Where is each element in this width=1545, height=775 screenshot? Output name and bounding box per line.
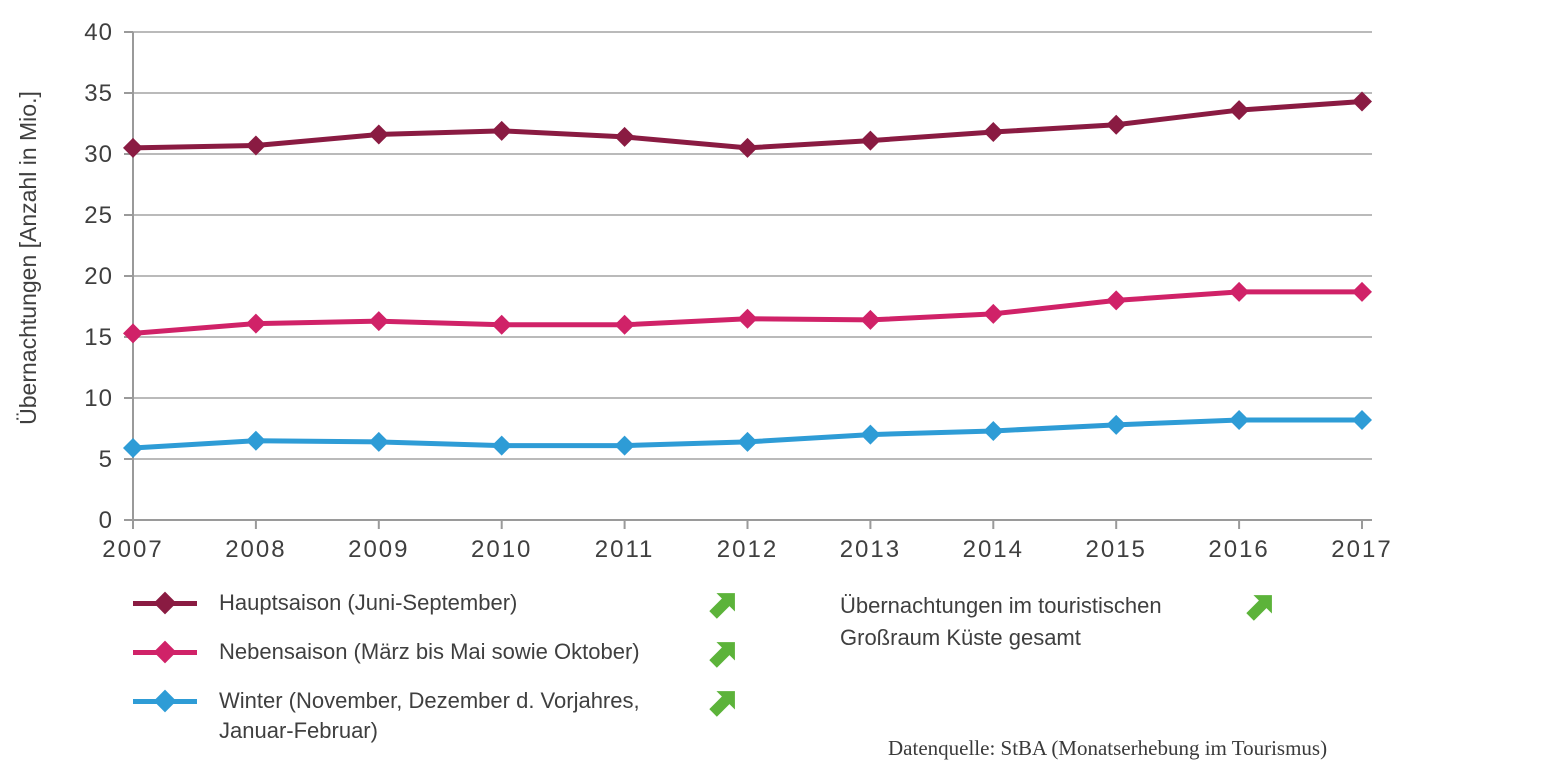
data-point-marker [737, 431, 758, 452]
x-tick-label: 2014 [963, 536, 1024, 563]
data-point-marker [1352, 409, 1372, 430]
hauptsaison-line-marker-swatch [133, 588, 197, 618]
data-point-marker [1106, 414, 1127, 435]
data-point-marker [860, 309, 881, 330]
y-tick-label: 40 [84, 19, 113, 46]
y-tick-label: 10 [84, 385, 113, 412]
x-tick-label: 2016 [1208, 536, 1269, 563]
data-point-marker [983, 122, 1004, 143]
data-point-marker [1352, 91, 1372, 112]
trend-up-arrow-icon [709, 691, 735, 717]
trend-up-arrow-icon [709, 642, 735, 668]
x-tick-label: 2017 [1331, 536, 1392, 563]
legend-label-hauptsaison: Hauptsaison (Juni-September) [219, 590, 518, 615]
data-point-marker [983, 303, 1004, 324]
data-point-marker [614, 435, 635, 456]
y-tick-label: 15 [84, 324, 113, 351]
y-tick-label: 0 [99, 507, 113, 534]
data-source-caption: Datenquelle: StBA (Monatserhebung im Tou… [888, 736, 1328, 760]
data-point-marker [1106, 290, 1127, 311]
x-tick-label: 2015 [1086, 536, 1147, 563]
chart-legend: Hauptsaison (Juni-September) Nebensaison… [133, 588, 743, 746]
data-point-marker [491, 314, 512, 335]
y-axis-title: Übernachtungen [Anzahl in Mio.] [15, 91, 41, 425]
annotation-text: Übernachtungen im touristischen Großraum… [840, 593, 1162, 650]
data-point-marker [491, 435, 512, 456]
data-point-marker [737, 308, 758, 329]
nebensaison-line-marker-swatch [133, 637, 197, 667]
x-tick-label: 2013 [840, 536, 901, 563]
x-tick-label: 2009 [348, 536, 409, 563]
data-point-marker [368, 311, 389, 332]
data-point-marker [1352, 281, 1372, 302]
line-chart: 0 5 10 15 20 25 30 35 40 2007 2008 2009 2010 2011 2012… [15, 19, 1392, 563]
y-tick-label: 20 [84, 263, 113, 290]
data-point-marker [1229, 100, 1250, 121]
data-point-marker [737, 137, 758, 158]
data-point-marker [983, 420, 1004, 441]
data-point-marker [245, 313, 266, 334]
legend-label-nebensaison: Nebensaison (März bis Mai sowie Oktober) [219, 639, 640, 664]
data-point-marker [123, 438, 143, 459]
y-tick-label: 30 [84, 141, 113, 168]
legend-item-nebensaison: Nebensaison (März bis Mai sowie Oktober) [133, 637, 743, 672]
data-point-marker [491, 120, 512, 141]
data-point-marker [614, 126, 635, 147]
y-tick-label: 25 [84, 202, 113, 229]
x-tick-label: 2008 [225, 536, 286, 563]
legend-item-winter: Winter (November, Dezember d. Vorjahres,… [133, 686, 743, 746]
data-point-marker [860, 130, 881, 151]
data-point-marker [123, 323, 143, 344]
winter-line-marker-swatch [133, 686, 197, 716]
x-tick-label: 2010 [471, 536, 532, 563]
data-point-marker [860, 424, 881, 445]
data-point-marker [245, 430, 266, 451]
data-point-marker [614, 314, 635, 335]
trend-up-arrow-icon [709, 593, 735, 619]
legend-item-hauptsaison: Hauptsaison (Juni-September) [133, 588, 743, 623]
data-point-marker [1229, 409, 1250, 430]
x-tick-label: 2007 [102, 536, 163, 563]
y-tick-label: 5 [99, 446, 113, 473]
data-point-marker [1229, 281, 1250, 302]
data-point-marker [368, 124, 389, 145]
data-point-marker [368, 431, 389, 452]
data-point-marker [1106, 114, 1127, 135]
data-point-marker [123, 137, 143, 158]
data-point-marker [245, 135, 266, 156]
total-trend-annotation: Übernachtungen im touristischen Großraum… [840, 590, 1280, 654]
y-tick-label: 35 [84, 80, 113, 107]
x-tick-label: 2011 [595, 536, 655, 563]
trend-up-arrow-icon [1246, 595, 1272, 621]
legend-label-winter: Winter (November, Dezember d. Vorjahres,… [219, 688, 640, 743]
x-tick-label: 2012 [717, 536, 778, 563]
